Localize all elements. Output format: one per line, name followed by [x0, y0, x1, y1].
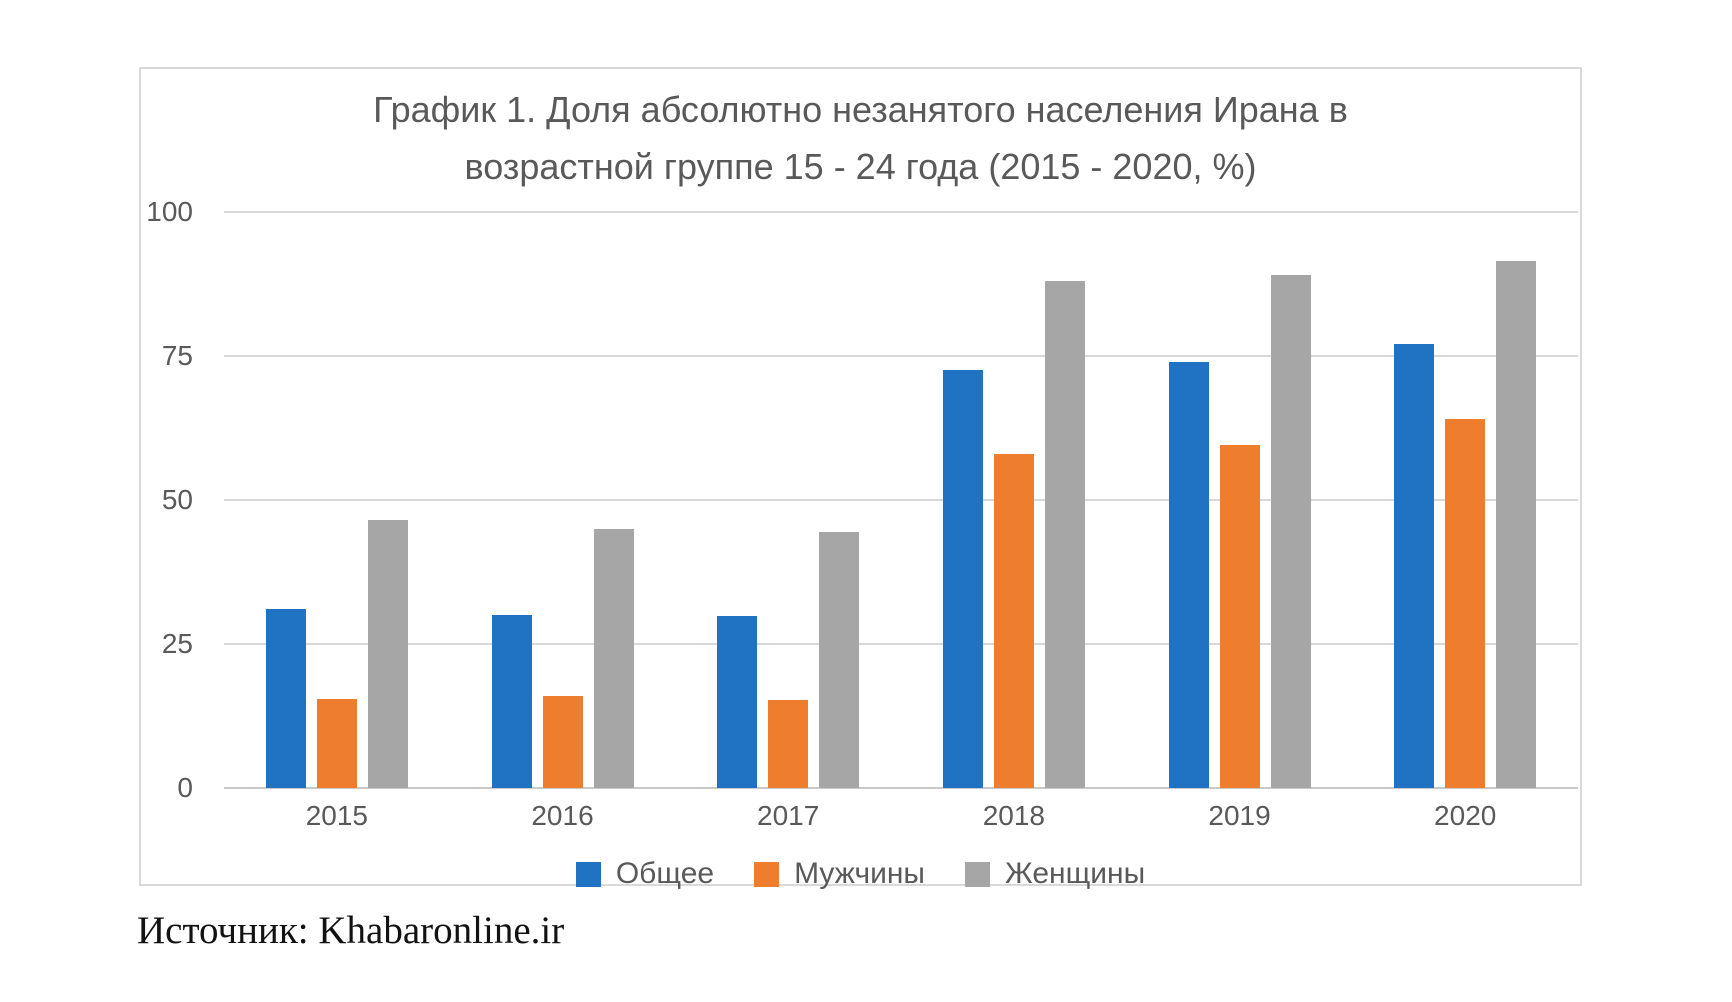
bar-women-2016	[593, 528, 634, 788]
bar-men-2019	[1219, 445, 1260, 788]
y-tick-label-25: 25	[161, 628, 193, 659]
bar-men-2017	[768, 700, 809, 788]
legend-label-women: Женщины	[1005, 857, 1146, 890]
legend: Общее Мужчины Женщины	[141, 857, 1580, 891]
gridline-75	[224, 355, 1578, 357]
bar-total-2017	[717, 616, 758, 788]
legend-label-total: Общее	[615, 857, 715, 890]
legend-swatch-women	[965, 861, 990, 887]
bar-women-2018	[1044, 281, 1085, 788]
chart-panel: График 1. Доля абсолютно незанятого насе…	[139, 67, 1582, 890]
chart-title-line-2: возрастной группе 15 - 24 года (2015 - 2…	[464, 146, 1257, 187]
plot-area	[224, 211, 1578, 789]
y-tick-label-0: 0	[177, 772, 193, 803]
x-label-2019: 2019	[1208, 800, 1271, 831]
legend-item-women: Женщины	[965, 857, 1145, 891]
source-caption: Источник: Khabaronline.ir	[137, 908, 564, 953]
bar-groups	[224, 212, 1578, 788]
x-label-2017: 2017	[757, 800, 820, 831]
bar-total-2019	[1168, 361, 1209, 788]
legend-swatch-men	[754, 861, 780, 887]
bar-group-2020	[1352, 212, 1578, 788]
bar-women-2019	[1270, 275, 1311, 788]
x-label-2015: 2015	[305, 800, 368, 831]
chart-title: График 1. Доля абсолютно незанятого насе…	[161, 81, 1560, 195]
bar-total-2015	[265, 609, 306, 788]
x-label-2016: 2016	[531, 800, 594, 831]
bar-men-2020	[1445, 419, 1486, 788]
y-tick-label-100: 100	[146, 196, 193, 227]
bar-total-2016	[491, 615, 532, 788]
chart-title-line-1: График 1. Доля абсолютно незанятого насе…	[373, 89, 1348, 130]
x-label-2020: 2020	[1434, 800, 1497, 831]
bar-men-2015	[316, 698, 357, 788]
gridline-0	[224, 787, 1578, 789]
bar-total-2018	[942, 370, 983, 788]
bar-group-2019	[1127, 212, 1353, 788]
legend-item-total: Общее	[575, 857, 715, 891]
legend-label-men: Мужчины	[794, 857, 925, 890]
y-tick-label-75: 75	[161, 340, 193, 371]
bar-group-2018	[901, 212, 1127, 788]
bar-women-2020	[1496, 260, 1537, 788]
bar-total-2020	[1394, 344, 1435, 788]
bar-group-2015	[224, 212, 450, 788]
bar-group-2017	[675, 212, 901, 788]
legend-item-men: Мужчины	[754, 857, 925, 891]
gridline-100	[224, 211, 1578, 213]
x-label-2018: 2018	[982, 800, 1045, 831]
y-tick-label-50: 50	[161, 484, 193, 515]
bar-men-2016	[542, 695, 583, 788]
gridline-25	[224, 643, 1578, 645]
bar-women-2015	[367, 520, 408, 788]
bar-women-2017	[819, 531, 860, 788]
source-caption-text: Источник: Khabaronline.ir	[137, 909, 565, 952]
x-axis: 2015 2016 2017 2018 2019 2020	[224, 800, 1578, 832]
bar-men-2018	[993, 453, 1034, 788]
legend-swatch-total	[575, 861, 601, 887]
gridline-50	[224, 499, 1578, 501]
bar-group-2016	[450, 212, 676, 788]
